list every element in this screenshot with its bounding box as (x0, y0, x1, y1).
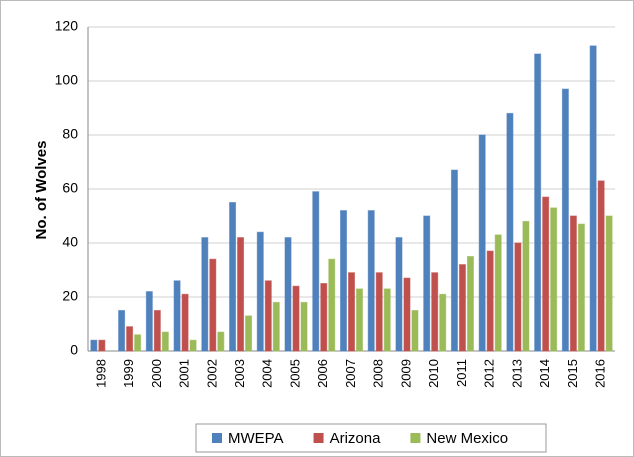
bar (90, 339, 98, 352)
y-tick-label: 100 (55, 72, 79, 88)
bar (348, 272, 355, 352)
bar (597, 180, 605, 352)
legend-swatch (313, 433, 324, 443)
x-tick-label: 2005 (287, 359, 302, 388)
x-tick-label: 2004 (260, 359, 275, 388)
legend-label: Arizona (330, 430, 382, 447)
bar (328, 258, 336, 352)
y-tick-label: 20 (62, 288, 78, 304)
x-tick-label: 2016 (593, 359, 608, 388)
bar (145, 291, 153, 352)
bar (292, 285, 300, 352)
bar (403, 277, 411, 352)
bar (431, 272, 439, 352)
y-tick-label: 120 (55, 18, 79, 34)
legend-label: New Mexico (426, 430, 508, 447)
bar (98, 339, 106, 352)
bar (153, 310, 161, 352)
x-tick-label: 2003 (232, 359, 247, 388)
legend-label: MWEPA (228, 430, 284, 447)
x-tick-label: 2014 (537, 359, 552, 388)
bar (300, 301, 308, 352)
bar (494, 234, 502, 352)
x-tick-label: 2015 (565, 359, 580, 388)
bar (181, 293, 189, 352)
bar (486, 250, 494, 352)
bar (439, 293, 447, 352)
y-tick-label: 80 (62, 126, 78, 142)
legend-swatch (212, 433, 222, 443)
bar (411, 310, 419, 352)
bar (209, 258, 217, 352)
bar (217, 331, 225, 352)
bar (126, 326, 134, 352)
bar (542, 196, 550, 352)
y-tick-label: 60 (62, 180, 78, 196)
bar (458, 264, 466, 352)
bar (340, 210, 347, 352)
bar (245, 315, 253, 352)
x-tick-label: 2011 (454, 359, 469, 387)
bar (237, 237, 245, 352)
bar (375, 272, 383, 352)
bar (522, 220, 530, 352)
x-tick-label: 2010 (426, 359, 441, 388)
bar (320, 283, 328, 352)
bar (173, 280, 181, 352)
bar (118, 310, 126, 352)
bar (605, 215, 613, 352)
bar (466, 256, 474, 352)
bar (478, 134, 486, 352)
legend-swatch (410, 433, 421, 443)
bar (383, 288, 391, 352)
bar (450, 169, 458, 352)
bar (256, 231, 264, 352)
bar (264, 280, 272, 352)
x-tick-label: 2006 (315, 359, 330, 388)
bar (577, 223, 585, 352)
bar (506, 112, 514, 352)
bar (367, 210, 375, 352)
legend-box (195, 423, 547, 453)
x-tick-label: 2008 (371, 359, 386, 388)
y-axis-label: No. of Wolves (33, 141, 50, 240)
x-tick-label: 2013 (509, 359, 524, 388)
bar (356, 288, 363, 352)
bar (134, 334, 142, 352)
x-tick-label: 2001 (177, 359, 192, 388)
bar (201, 237, 209, 352)
bar (161, 331, 169, 352)
x-tick-label: 2002 (204, 359, 219, 388)
bar (569, 215, 577, 352)
bar (312, 191, 320, 352)
bar (514, 242, 522, 352)
bar (189, 339, 197, 352)
bar (589, 45, 597, 352)
x-tick-label: 2007 (343, 359, 358, 388)
bar (272, 301, 280, 352)
x-tick-label: 2012 (482, 359, 497, 388)
bar (229, 202, 237, 352)
x-tick-label: 2000 (149, 359, 164, 388)
x-tick-label: 1999 (121, 359, 136, 388)
bar (550, 207, 558, 352)
x-tick-label: 2009 (398, 359, 413, 388)
y-tick-label: 40 (62, 234, 78, 250)
bar (534, 53, 542, 352)
bar (561, 88, 569, 352)
bar (284, 237, 292, 352)
y-tick-label: 0 (70, 342, 78, 358)
bar (423, 215, 431, 352)
bar (395, 237, 403, 352)
x-tick-label: 1998 (93, 359, 108, 388)
